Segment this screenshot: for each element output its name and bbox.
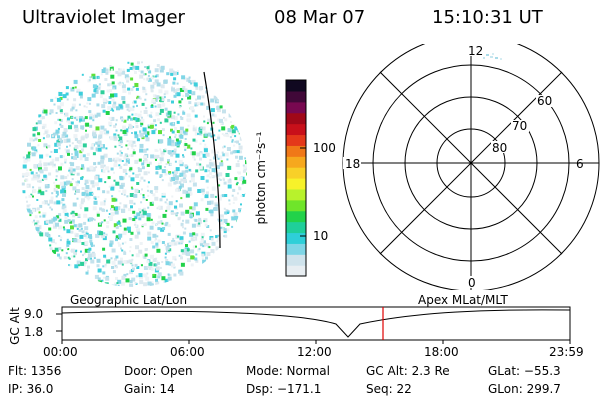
polar-plot: 60 70 80 12 18 6 0 (342, 44, 600, 290)
polar-emission (483, 53, 502, 60)
terminator-line (203, 71, 221, 249)
image-speckle-layer (21, 61, 247, 287)
gc-altitude: GC Alt: 2.3 Re (366, 364, 450, 378)
sequence-number: Seq: 22 (366, 382, 412, 396)
mode-value: Mode: Normal (246, 364, 330, 378)
strip-xtick-0600: 06:00 (170, 345, 205, 359)
date-label: 08 Mar 07 (274, 7, 366, 28)
flight-number: Flt: 1356 (8, 364, 62, 378)
polar-diagonal-2 (379, 71, 563, 255)
polar-lat-label-60: 60 (537, 94, 552, 108)
strip-xtick-1800: 18:00 (424, 345, 459, 359)
imager-title: Ultraviolet Imager (22, 7, 185, 28)
dsp-value: Dsp: −171.1 (246, 382, 322, 396)
colorbar-tick-label-100: 100 (313, 141, 336, 155)
strip-right-title: Apex MLat/MLT (418, 293, 508, 307)
polar-mlt-label-0: 0 (468, 276, 476, 290)
polar-mlt-label-6: 6 (576, 157, 584, 171)
colorbar-tick-label-10: 10 (313, 229, 329, 243)
altitude-curve (61, 309, 571, 338)
strip-xtick-0000: 00:00 (43, 345, 78, 359)
strip-ytick-1-8: 1.8 (24, 325, 44, 339)
gain-value: Gain: 14 (124, 382, 175, 396)
geo-longitude: GLon: 299.7 (488, 382, 561, 396)
strip-frame (61, 306, 571, 341)
colorbar-label: photon cm⁻²s⁻¹ (254, 131, 268, 225)
ip-value: IP: 36.0 (8, 382, 54, 396)
polar-mlt-label-18: 18 (345, 157, 360, 171)
polar-lat-label-80: 80 (492, 141, 507, 155)
polar-lat-label-70: 70 (512, 119, 527, 133)
strip-ytick-9: 9.0 (24, 307, 44, 321)
strip-xtick-1200: 12:00 (297, 345, 332, 359)
geographic-image (21, 61, 247, 287)
door-status: Door: Open (124, 364, 193, 378)
altitude-strip-chart (56, 306, 571, 344)
colorbar (285, 79, 307, 277)
geo-latitude: GLat: −55.3 (488, 364, 561, 378)
time-label: 15:10:31 UT (432, 7, 543, 28)
strip-ylabel: GC Alt (8, 307, 22, 345)
strip-xtick-2359: 23:59 (549, 345, 584, 359)
polar-mlt-label-12: 12 (468, 44, 483, 58)
strip-left-title: Geographic Lat/Lon (70, 293, 188, 307)
